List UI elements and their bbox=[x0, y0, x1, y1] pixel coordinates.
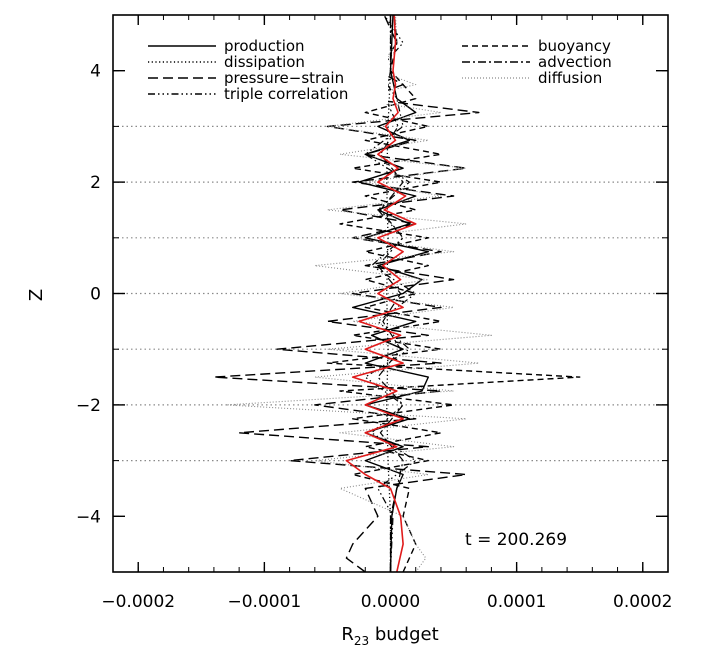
y-tick-label: −2 bbox=[76, 396, 101, 416]
y-axis: −4 −2 0 2 4 bbox=[76, 14, 668, 573]
y-tick-label: 2 bbox=[90, 173, 101, 193]
legend: productiondissipationpressure−straintrip… bbox=[140, 34, 630, 104]
legend-label: dissipation bbox=[224, 53, 305, 71]
series-line-red-total bbox=[345, 14, 417, 573]
x-tick-label: −0.0001 bbox=[227, 592, 301, 612]
series-layer bbox=[213, 14, 581, 573]
x-axis-title-subscript: 23 bbox=[354, 634, 369, 648]
reference-lines bbox=[113, 125, 668, 462]
x-tick-label: 0.0000 bbox=[361, 592, 420, 612]
x-axis-title: R23 budget bbox=[341, 624, 438, 648]
y-tick-label: −4 bbox=[76, 507, 101, 527]
y-tick-label: 4 bbox=[90, 62, 101, 82]
legend-label: advection bbox=[538, 53, 612, 71]
x-axis-title-rest: budget bbox=[369, 624, 439, 645]
series-line-advection bbox=[377, 15, 404, 572]
x-tick-label: 0.0001 bbox=[487, 592, 546, 612]
legend-background bbox=[455, 34, 630, 86]
legend-label: diffusion bbox=[538, 69, 602, 87]
legend-label: pressure−strain bbox=[224, 69, 344, 87]
x-axis: −0.0002 −0.0001 0.0000 0.0001 0.0002 bbox=[101, 15, 673, 612]
y-axis-title: Z bbox=[26, 289, 47, 301]
series-line-pressure-strain bbox=[213, 14, 480, 573]
x-axis-title-main: R bbox=[341, 624, 354, 645]
legend-label: buoyancy bbox=[538, 37, 611, 55]
x-tick-label: −0.0002 bbox=[101, 592, 175, 612]
x-tick-label: 0.0002 bbox=[613, 592, 672, 612]
series-line-dissipation bbox=[386, 15, 392, 572]
time-annotation: t = 200.269 bbox=[465, 530, 567, 550]
legend-label: production bbox=[224, 37, 305, 55]
y-tick-label: 0 bbox=[90, 285, 101, 305]
legend-label: triple correlation bbox=[224, 85, 348, 103]
